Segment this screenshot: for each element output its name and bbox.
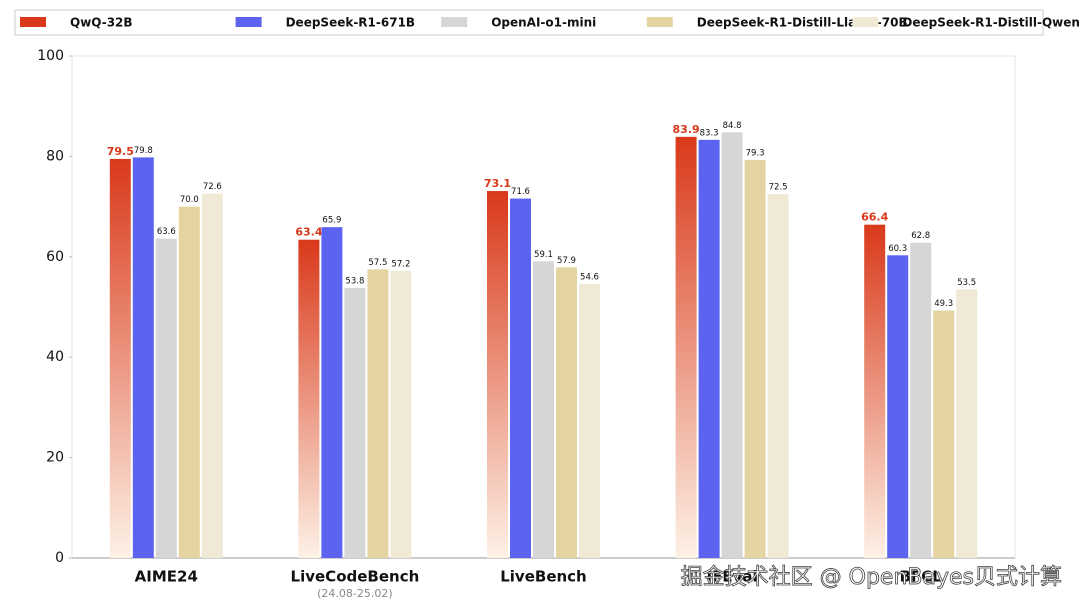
legend-swatch bbox=[20, 17, 46, 27]
bar bbox=[767, 194, 789, 559]
bar bbox=[675, 136, 697, 558]
value-label: 62.8 bbox=[911, 231, 930, 241]
value-label: 66.4 bbox=[861, 211, 888, 224]
bar bbox=[744, 159, 766, 558]
bar bbox=[367, 269, 389, 558]
bar bbox=[864, 224, 886, 558]
annotation: (24.08-25.02) bbox=[317, 587, 393, 600]
y-tick-label: 60 bbox=[46, 249, 64, 265]
value-label: 71.6 bbox=[511, 187, 530, 197]
bar bbox=[298, 239, 320, 558]
value-label: 53.8 bbox=[345, 276, 364, 286]
bar bbox=[956, 289, 978, 558]
y-tick-label: 100 bbox=[37, 48, 64, 64]
bar bbox=[178, 206, 200, 558]
value-label: 63.6 bbox=[157, 227, 176, 237]
legend-label: DeepSeek-R1-Distill-Qwen-32B bbox=[902, 16, 1080, 30]
value-label: 57.9 bbox=[557, 256, 576, 266]
value-label: 73.1 bbox=[484, 177, 511, 190]
bar bbox=[579, 283, 600, 558]
bar bbox=[533, 261, 554, 558]
legend-label: QwQ-32B bbox=[70, 16, 133, 30]
value-label: 54.6 bbox=[580, 272, 599, 282]
legend-swatch bbox=[852, 17, 879, 27]
bar bbox=[390, 270, 412, 558]
value-label: 79.8 bbox=[134, 146, 153, 156]
bar bbox=[721, 132, 743, 558]
value-label: 60.3 bbox=[888, 244, 907, 254]
bar bbox=[321, 227, 343, 558]
bar bbox=[556, 267, 577, 558]
value-label: 79.5 bbox=[107, 145, 134, 158]
value-label: 63.4 bbox=[295, 226, 322, 239]
watermark: 掘金技术社区 @ OpenBayes贝式计算 bbox=[681, 565, 1062, 590]
x-tick-label: AIME24 bbox=[135, 568, 198, 586]
legend-label: DeepSeek-R1-671B bbox=[286, 16, 415, 30]
value-label: 72.5 bbox=[769, 183, 788, 193]
value-label: 65.9 bbox=[322, 216, 341, 226]
x-tick-label: LiveCodeBench bbox=[291, 568, 420, 586]
value-label: 57.2 bbox=[391, 259, 410, 269]
value-label: 72.6 bbox=[203, 182, 222, 192]
y-tick-label: 40 bbox=[46, 349, 64, 365]
value-label: 79.3 bbox=[746, 148, 765, 158]
bar bbox=[132, 157, 154, 559]
y-tick-label: 0 bbox=[55, 550, 64, 566]
bar bbox=[510, 198, 531, 558]
value-label: 70.0 bbox=[180, 195, 199, 205]
bar bbox=[344, 287, 366, 558]
value-label: 83.9 bbox=[673, 123, 700, 136]
x-tick-label: LiveBench bbox=[500, 568, 587, 586]
legend-swatch bbox=[646, 17, 673, 27]
value-label: 57.5 bbox=[368, 258, 387, 268]
bar bbox=[201, 193, 223, 558]
value-label: 59.1 bbox=[534, 250, 553, 260]
y-tick-label: 80 bbox=[46, 148, 64, 164]
x-tick-label: BFCL bbox=[900, 568, 943, 586]
legend-label: OpenAI-o1-mini bbox=[491, 16, 596, 30]
bar bbox=[155, 238, 177, 558]
value-label: 83.3 bbox=[700, 128, 719, 138]
bar bbox=[487, 191, 508, 558]
x-tick-label: IFEval bbox=[707, 568, 758, 586]
bar bbox=[109, 158, 131, 558]
value-label: 53.5 bbox=[957, 278, 976, 288]
bar bbox=[910, 242, 932, 558]
y-tick-label: 20 bbox=[46, 450, 64, 466]
bar bbox=[887, 255, 909, 558]
legend-swatch bbox=[235, 17, 262, 27]
value-label: 84.8 bbox=[723, 121, 742, 131]
bar bbox=[933, 310, 955, 558]
legend-box bbox=[14, 9, 1044, 36]
legend-swatch bbox=[441, 17, 468, 27]
value-label: 49.3 bbox=[934, 299, 953, 309]
bar bbox=[698, 139, 720, 559]
